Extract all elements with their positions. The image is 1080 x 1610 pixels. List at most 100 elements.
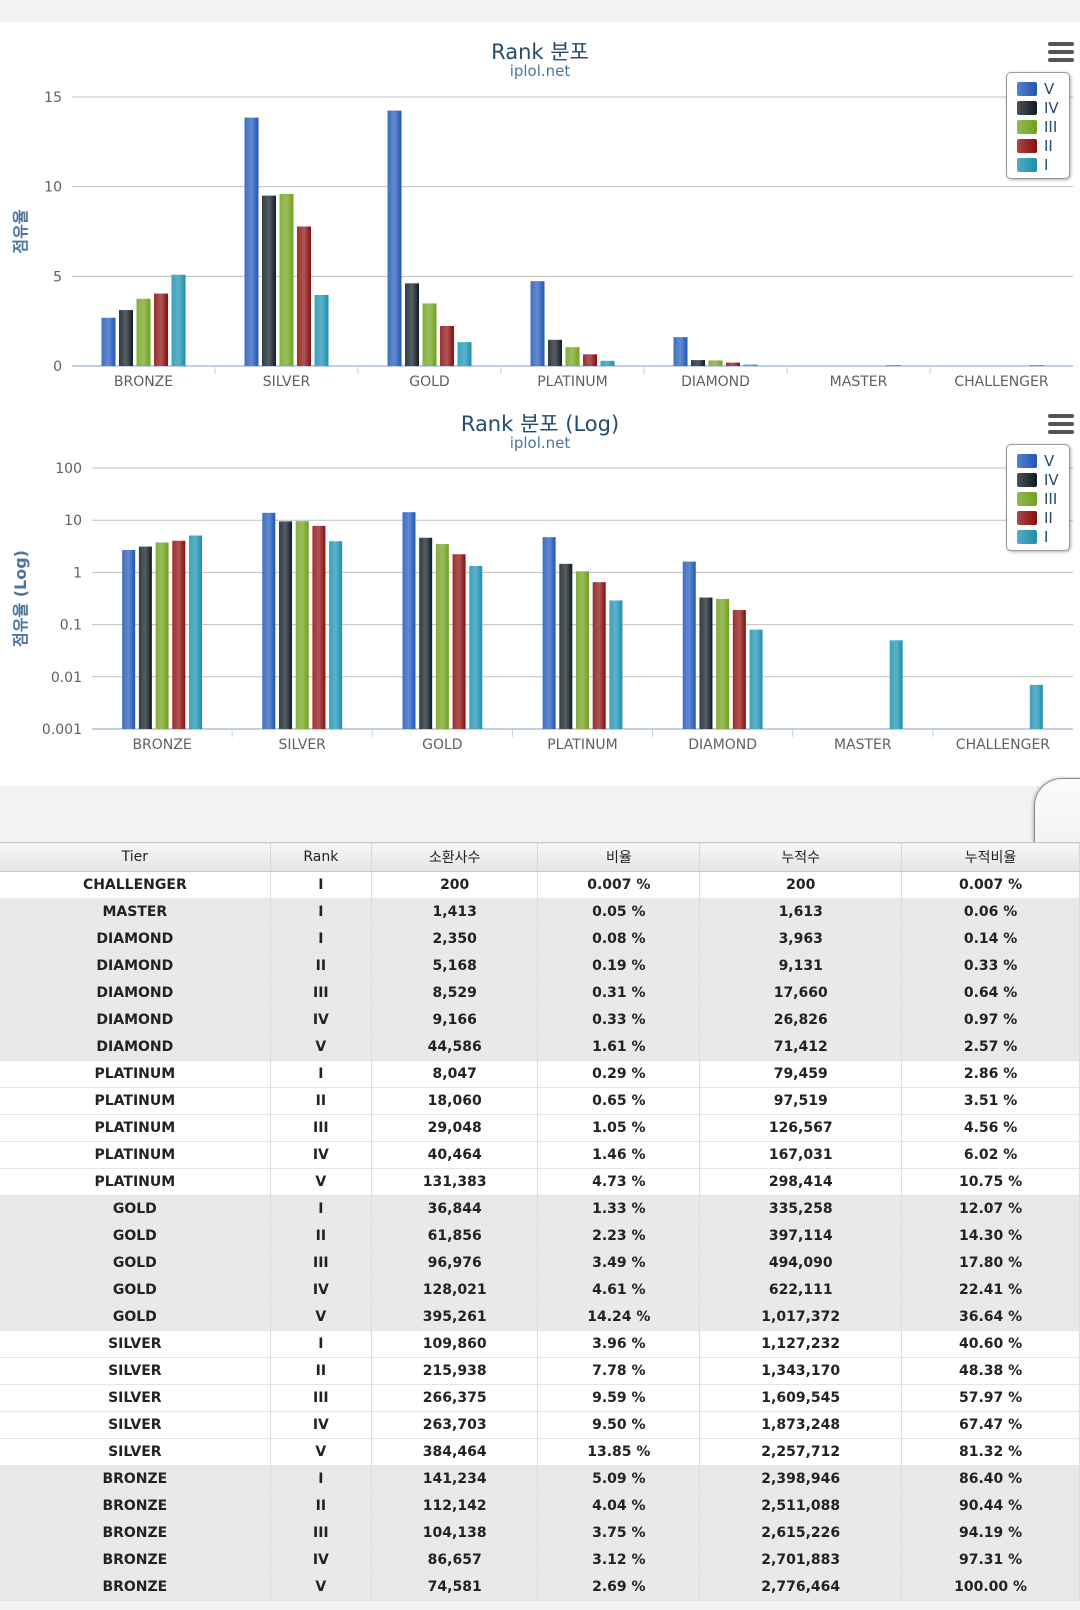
bar-silver-iii[interactable] [279,194,294,366]
bar-platinum-v[interactable] [530,281,545,366]
bar-gold-iv[interactable] [405,283,419,366]
legend-item-ii[interactable]: II [1017,136,1069,155]
bar-gold-i[interactable] [457,342,472,366]
legend-item-v[interactable]: V [1017,451,1069,470]
bar-diamond-v[interactable] [682,561,696,729]
bar-master-i[interactable] [889,640,903,729]
chart-legend[interactable]: V IV III II I [1006,444,1070,551]
bar-gold-iii[interactable] [422,303,437,366]
bar-platinum-v[interactable] [542,537,556,729]
bar-gold-i[interactable] [469,565,483,729]
table-cell: I [270,1195,373,1223]
bar-silver-v[interactable] [262,512,276,729]
table-cell: SILVER [0,1411,271,1439]
legend-item-iii[interactable]: III [1017,489,1069,508]
bar-platinum-ii[interactable] [583,354,597,366]
bar-gold-iii[interactable] [435,544,449,729]
table-cell: I [270,1330,373,1358]
legend-item-i[interactable]: I [1017,155,1069,174]
x-tick-label: PLATINUM [537,374,608,390]
legend-item-i[interactable]: I [1017,527,1069,546]
column-header[interactable]: 누적비율 [901,842,1080,872]
bar-diamond-ii[interactable] [732,610,746,729]
bar-diamond-iv[interactable] [699,597,713,729]
legend-item-iv[interactable]: IV [1017,98,1069,117]
bar-platinum-iv[interactable] [559,563,573,729]
table-row: SILVER II 215,938 7.78 % 1,343,170 48.38 % [0,1357,1080,1385]
table-cell: 3.96 % [537,1330,701,1358]
y-tick-label: 0.001 [42,722,82,738]
table-row: SILVER I 109,860 3.96 % 1,127,232 40.60 % [0,1330,1080,1358]
bar-bronze-iv[interactable] [138,546,152,729]
bar-silver-iv[interactable] [279,521,293,729]
chart-legend[interactable]: V IV III II I [1006,72,1070,179]
bar-silver-i[interactable] [329,541,343,729]
bar-challenger-i[interactable] [1029,365,1044,366]
bar-silver-iii[interactable] [295,521,309,729]
bar-diamond-i[interactable] [743,364,758,366]
bar-master-i[interactable] [886,365,901,366]
bar-bronze-iii[interactable] [155,542,169,729]
bar-bronze-ii[interactable] [172,540,186,729]
legend-item-v[interactable]: V [1017,79,1069,98]
table-cell: 13.85 % [537,1438,701,1466]
bar-bronze-i[interactable] [188,535,202,729]
table-cell: 0.29 % [537,1060,701,1088]
bar-platinum-ii[interactable] [592,582,606,729]
bar-bronze-iii[interactable] [136,298,151,366]
bar-bronze-v[interactable] [122,549,136,729]
bar-platinum-i[interactable] [600,360,615,366]
hamburger-menu-icon[interactable] [1048,42,1074,64]
bar-diamond-iii[interactable] [716,598,730,729]
table-cell: 126,567 [699,1114,903,1142]
bar-bronze-ii[interactable] [154,293,168,366]
bar-diamond-ii[interactable] [726,362,740,366]
table-cell: 112,142 [371,1492,539,1520]
bar-platinum-iii[interactable] [565,347,580,366]
bar-gold-v[interactable] [387,110,402,366]
table-cell: 141,234 [371,1465,539,1493]
table-cell: 0.007 % [901,871,1080,899]
bar-gold-iv[interactable] [419,537,433,729]
bar-gold-ii[interactable] [452,554,466,729]
bar-chart-plot-log: 0.001 0.01 0.1 1 10 100 점유율 (Log) BRONZE SILVER G… [11,461,1073,753]
bar-bronze-i[interactable] [171,274,186,366]
column-header[interactable]: 비율 [537,842,701,872]
hamburger-menu-icon[interactable] [1048,414,1074,436]
table-cell: DIAMOND [0,952,271,980]
bar-diamond-iii[interactable] [708,360,723,366]
legend-item-iv[interactable]: IV [1017,470,1069,489]
y-axis-label: 점유율 (Log) [11,550,30,647]
table-cell: 0.007 % [537,871,701,899]
bar-platinum-iv[interactable] [548,339,562,366]
table-cell: 97.31 % [901,1546,1080,1574]
bar-gold-ii[interactable] [440,326,454,366]
bar-bronze-iv[interactable] [119,310,133,366]
table-row: BRONZE IV 86,657 3.12 % 2,701,883 97.31 % [0,1546,1080,1574]
bar-diamond-i[interactable] [749,629,763,729]
column-header[interactable]: Tier [0,842,271,872]
bar-silver-i[interactable] [314,294,329,366]
bar-platinum-iii[interactable] [576,571,589,729]
bar-platinum-i[interactable] [609,600,623,729]
column-header[interactable]: Rank [270,842,373,872]
bar-silver-ii[interactable] [312,525,326,729]
bar-silver-v[interactable] [244,117,259,366]
bar-silver-ii[interactable] [297,226,311,366]
column-header[interactable]: 소환사수 [371,842,539,872]
legend-label: I [1044,527,1049,546]
table-cell: SILVER [0,1438,271,1466]
bar-diamond-iv[interactable] [691,360,705,366]
table-cell: PLATINUM [0,1168,271,1196]
table-cell: 104,138 [371,1519,539,1547]
legend-item-ii[interactable]: II [1017,508,1069,527]
bar-diamond-v[interactable] [673,337,688,366]
table-cell: 18,060 [371,1087,539,1115]
legend-item-iii[interactable]: III [1017,117,1069,136]
bar-challenger-i[interactable] [1029,684,1043,729]
column-header[interactable]: 누적수 [699,842,903,872]
table-cell: SILVER [0,1357,271,1385]
bar-silver-iv[interactable] [262,195,276,366]
bar-gold-v[interactable] [402,512,416,729]
bar-bronze-v[interactable] [101,317,116,366]
